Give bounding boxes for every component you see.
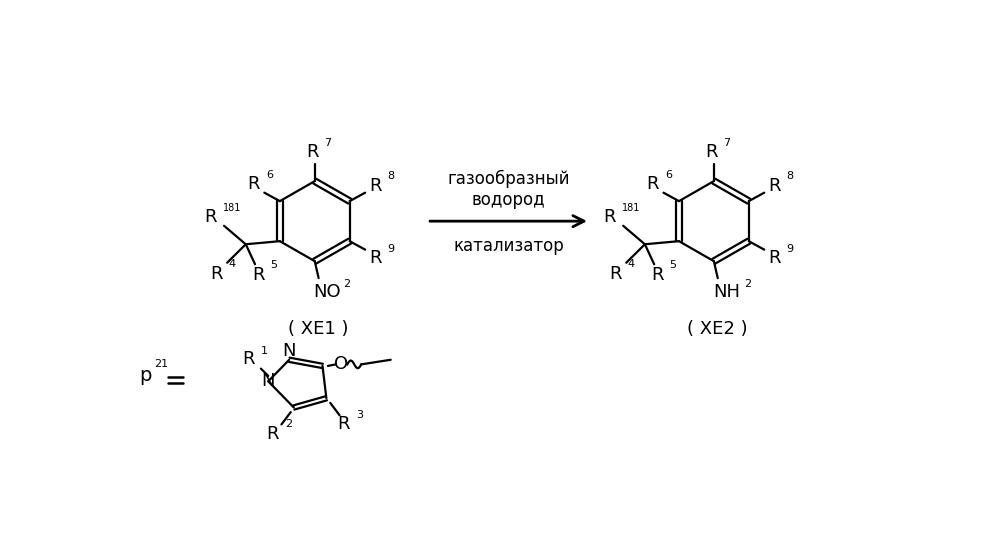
Text: R: R bbox=[603, 208, 616, 225]
Text: R: R bbox=[243, 350, 255, 368]
Text: 4: 4 bbox=[627, 259, 635, 269]
Text: 9: 9 bbox=[786, 244, 793, 254]
Text: R: R bbox=[247, 175, 260, 193]
Text: 7: 7 bbox=[324, 138, 332, 148]
Text: R: R bbox=[768, 249, 780, 267]
Text: водород: водород bbox=[472, 191, 545, 209]
Text: R: R bbox=[705, 143, 718, 161]
Text: 5: 5 bbox=[270, 261, 277, 270]
Text: 8: 8 bbox=[786, 171, 793, 181]
Text: R: R bbox=[210, 264, 223, 282]
Text: 181: 181 bbox=[622, 203, 640, 214]
Text: O: O bbox=[334, 356, 349, 373]
Text: NO: NO bbox=[314, 283, 341, 301]
Text: 4: 4 bbox=[229, 259, 236, 269]
Text: N: N bbox=[283, 342, 296, 359]
Text: 5: 5 bbox=[669, 261, 676, 270]
Text: p: p bbox=[139, 366, 151, 384]
Text: 6: 6 bbox=[266, 170, 273, 179]
Text: 9: 9 bbox=[387, 244, 394, 254]
Text: NH: NH bbox=[712, 283, 740, 301]
Text: 8: 8 bbox=[387, 171, 394, 181]
Text: R: R bbox=[338, 415, 350, 434]
Text: катализатор: катализатор bbox=[454, 237, 563, 255]
Text: газообразный: газообразный bbox=[448, 170, 569, 188]
Text: R: R bbox=[369, 249, 382, 267]
Text: R: R bbox=[646, 175, 659, 193]
Text: 21: 21 bbox=[154, 359, 169, 369]
Text: 2: 2 bbox=[344, 279, 351, 289]
Text: 3: 3 bbox=[356, 410, 363, 420]
Text: 1: 1 bbox=[261, 346, 268, 356]
Text: R: R bbox=[651, 266, 663, 284]
Text: R: R bbox=[205, 208, 217, 225]
Text: R: R bbox=[369, 177, 382, 195]
Text: R: R bbox=[768, 177, 780, 195]
Text: 181: 181 bbox=[223, 203, 242, 214]
Text: N: N bbox=[262, 372, 275, 389]
Text: R: R bbox=[252, 266, 265, 284]
Text: ( XE2 ): ( XE2 ) bbox=[687, 320, 748, 338]
Text: 2: 2 bbox=[286, 419, 293, 429]
Text: 2: 2 bbox=[744, 279, 751, 289]
Text: ( XE1 ): ( XE1 ) bbox=[289, 320, 349, 338]
Text: R: R bbox=[609, 264, 621, 282]
Text: 6: 6 bbox=[665, 170, 672, 179]
Text: R: R bbox=[267, 425, 279, 443]
Text: 7: 7 bbox=[723, 138, 730, 148]
Text: R: R bbox=[306, 143, 319, 161]
